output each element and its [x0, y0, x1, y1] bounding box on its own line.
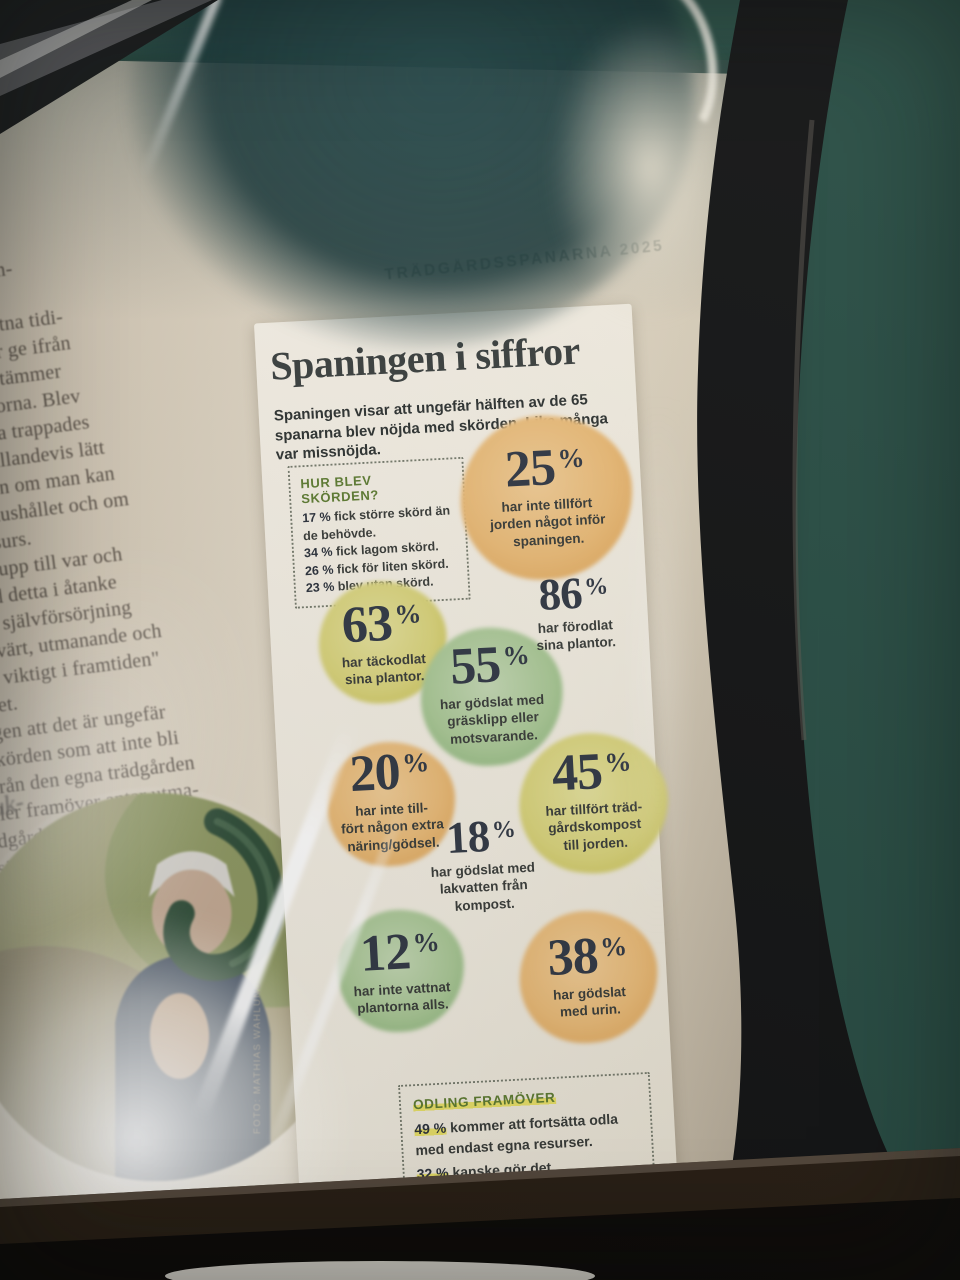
stat-18-percent: 18% har gödslat med lakvatten från kompo… [430, 810, 536, 914]
harvest-box-heading: HUR BLEV SKÖRDEN? [300, 472, 380, 507]
future-item: 49 % kommer att fortsätta odla med endas… [413, 1110, 619, 1159]
paper-glare-top-right [552, 18, 748, 318]
panel-glare [636, 400, 680, 940]
stat-38-percent: 38% har gödslat med urin. [498, 926, 678, 1024]
stat-25-percent: 25% har inte tillfört jorden något inför… [456, 438, 637, 553]
stat-55-percent: 55% har gödslat med gräsklipp eller mots… [401, 635, 582, 750]
